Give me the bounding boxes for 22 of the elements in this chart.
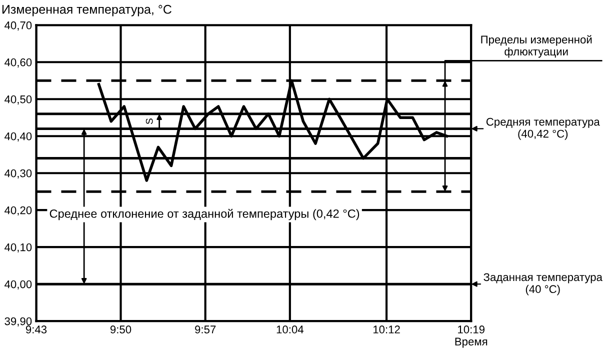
- x-axis-title: Время: [455, 338, 488, 348]
- y-axis-title: Измеренная температура, °C: [2, 4, 172, 16]
- y-tick-label: 40,20: [4, 206, 32, 216]
- ref-line-label: Заданная температура (40 °C): [484, 273, 602, 296]
- y-tick-label: 40,10: [4, 243, 32, 253]
- x-tick-label: 9:43: [26, 326, 47, 334]
- ref-line-label: Средняя температура (40,42 °C): [486, 118, 600, 140]
- x-tick-label: 10:12: [373, 326, 400, 334]
- y-tick-label: 40,70: [4, 21, 32, 31]
- annotation: S: [146, 118, 153, 124]
- x-tick-label: 10:04: [276, 326, 304, 334]
- x-tick-label: 10:19: [458, 326, 484, 334]
- x-tick-label: 9:57: [195, 326, 216, 334]
- text: Пределы измеренной флюктуации: [481, 35, 592, 58]
- y-tick-label: 40,30: [4, 169, 32, 179]
- x-tick-label: 9:50: [110, 326, 132, 334]
- y-tick-label: 40,00: [4, 280, 32, 290]
- y-tick-label: 40,60: [4, 58, 32, 68]
- y-tick-label: 40,40: [4, 132, 32, 142]
- y-tick-label: 39,90: [4, 317, 32, 327]
- annotation: Среднее отклонение от заданной температуры (0,42 °C): [50, 208, 360, 220]
- y-tick-label: 40,50: [4, 95, 32, 105]
